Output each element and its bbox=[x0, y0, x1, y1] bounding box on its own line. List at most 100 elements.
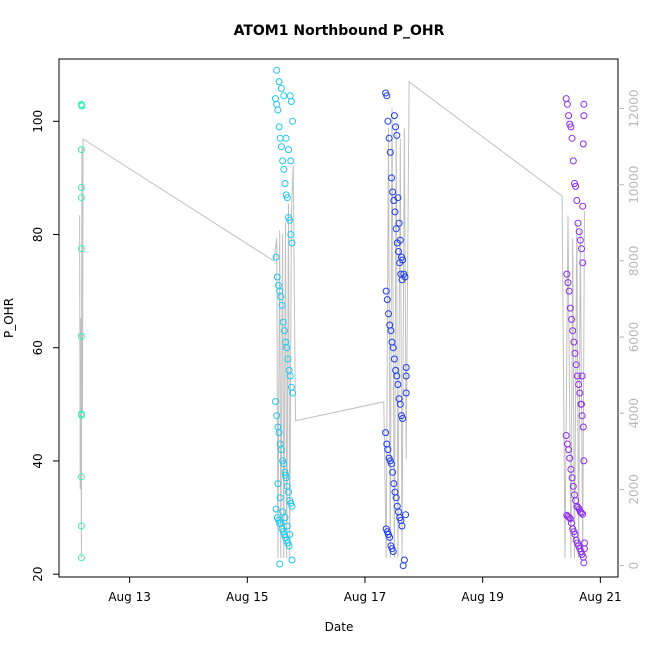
data-point-series-4 bbox=[567, 465, 575, 473]
y-axis-label: P_OHR bbox=[2, 298, 16, 338]
data-point-series-2 bbox=[277, 84, 285, 92]
y2-tick-label: 10000 bbox=[627, 166, 641, 204]
data-point-series-4 bbox=[565, 287, 573, 295]
data-point-series-2 bbox=[282, 471, 289, 479]
data-point-series-3 bbox=[382, 287, 390, 295]
y-tick-label: 60 bbox=[31, 340, 45, 355]
data-point-series-3 bbox=[392, 123, 400, 131]
data-point-series-2 bbox=[288, 502, 296, 510]
data-point-series-3 bbox=[399, 562, 407, 570]
data-point-series-4 bbox=[580, 112, 588, 120]
data-point-series-2 bbox=[277, 143, 285, 151]
data-point-series-2 bbox=[280, 327, 288, 335]
data-point-series-2 bbox=[289, 117, 297, 125]
y2-tick-label: 4000 bbox=[627, 398, 641, 429]
data-point-series-2 bbox=[273, 412, 281, 420]
y-tick-label: 20 bbox=[31, 567, 45, 582]
data-point-series-4 bbox=[572, 361, 580, 369]
data-point-series-4 bbox=[569, 482, 577, 490]
data-point-series-2 bbox=[276, 560, 284, 568]
data-point-series-4 bbox=[580, 559, 588, 567]
x-axis-label: Date bbox=[325, 620, 354, 634]
data-point-series-2 bbox=[272, 253, 280, 261]
data-point-series-3 bbox=[390, 112, 398, 120]
data-point-series-2 bbox=[287, 157, 295, 165]
data-point-series-3 bbox=[393, 131, 401, 139]
data-point-series-4 bbox=[571, 349, 579, 357]
data-point-series-2 bbox=[274, 106, 282, 114]
data-point-series-4 bbox=[565, 112, 573, 120]
data-point-series-2 bbox=[286, 216, 294, 224]
data-point-series-4 bbox=[566, 454, 574, 462]
data-point-series-4 bbox=[576, 508, 584, 516]
data-point-series-3 bbox=[385, 310, 392, 318]
data-point-series-2 bbox=[285, 146, 292, 154]
data-point-series-1 bbox=[77, 554, 85, 562]
data-point-series-3 bbox=[399, 415, 407, 422]
data-point-series-4 bbox=[566, 304, 574, 312]
x-tick-label: Aug 17 bbox=[344, 590, 387, 604]
data-point-series-4 bbox=[568, 474, 576, 482]
data-point-series-2 bbox=[285, 542, 293, 550]
data-point-series-3 bbox=[384, 117, 392, 125]
data-point-series-3 bbox=[396, 236, 404, 244]
data-point-series-2 bbox=[283, 344, 291, 352]
data-point-series-2 bbox=[287, 98, 295, 105]
data-point-series-2 bbox=[274, 480, 282, 488]
y-tick-label: 40 bbox=[31, 453, 45, 468]
data-point-series-2 bbox=[279, 508, 287, 516]
data-point-series-2 bbox=[281, 180, 289, 187]
data-point-series-2 bbox=[280, 92, 288, 100]
data-point-series-2 bbox=[286, 372, 294, 380]
data-point-series-2 bbox=[288, 556, 296, 564]
data-point-series-4 bbox=[573, 372, 581, 380]
data-point-series-2 bbox=[275, 123, 283, 131]
data-point-series-3 bbox=[383, 296, 391, 304]
data-point-series-3 bbox=[391, 208, 399, 216]
data-point-series-3 bbox=[388, 460, 395, 468]
x-tick-label: Aug 21 bbox=[579, 590, 622, 604]
data-point-series-2 bbox=[282, 134, 290, 142]
data-point-series-2 bbox=[278, 301, 286, 309]
data-point-series-3 bbox=[401, 273, 409, 281]
data-point-series-2 bbox=[272, 505, 280, 513]
data-point-series-3 bbox=[390, 480, 398, 488]
data-point-series-4 bbox=[564, 512, 572, 520]
data-point-series-3 bbox=[388, 174, 395, 182]
y2-tick-label: 0 bbox=[627, 562, 641, 570]
data-point-series-3 bbox=[382, 429, 390, 437]
plot-frame bbox=[58, 58, 619, 578]
data-point-series-4 bbox=[574, 219, 582, 227]
data-point-series-2 bbox=[280, 460, 288, 468]
y-tick-label: 80 bbox=[31, 227, 45, 242]
data-point-series-2 bbox=[287, 231, 295, 238]
data-point-series-4 bbox=[562, 432, 570, 439]
data-point-series-1 bbox=[77, 146, 85, 154]
y2-tick-label: 12000 bbox=[627, 89, 641, 127]
data-point-series-4 bbox=[578, 400, 585, 408]
data-point-series-1 bbox=[77, 411, 85, 418]
data-point-series-3 bbox=[385, 134, 393, 142]
y2-tick-label: 2000 bbox=[627, 474, 641, 505]
data-point-series-2 bbox=[288, 239, 296, 247]
plot-area: Aug 13 Aug 15 Aug 17 Aug 19 Aug 21 20 40 60 80 10… bbox=[31, 58, 641, 604]
data-point-series-3 bbox=[392, 225, 400, 233]
data-point-series-3 bbox=[402, 372, 410, 380]
data-point-series-3 bbox=[387, 327, 395, 335]
data-point-series-4 bbox=[576, 389, 584, 397]
data-point-series-4 bbox=[579, 140, 587, 148]
data-point-series-4 bbox=[568, 315, 575, 323]
data-point-series-3 bbox=[395, 219, 403, 227]
data-point-series-2 bbox=[279, 157, 287, 165]
data-point-series-3 bbox=[392, 494, 400, 502]
data-point-series-4 bbox=[563, 270, 571, 278]
data-point-series-3 bbox=[398, 522, 406, 530]
data-point-series-2 bbox=[275, 78, 283, 86]
data-point-series-2 bbox=[272, 398, 279, 405]
data-point-series-3 bbox=[389, 548, 397, 555]
data-point-series-2 bbox=[273, 273, 281, 281]
data-point-series-4 bbox=[573, 197, 581, 204]
data-point-series-3 bbox=[402, 389, 410, 397]
data-point-series-4 bbox=[580, 100, 588, 108]
